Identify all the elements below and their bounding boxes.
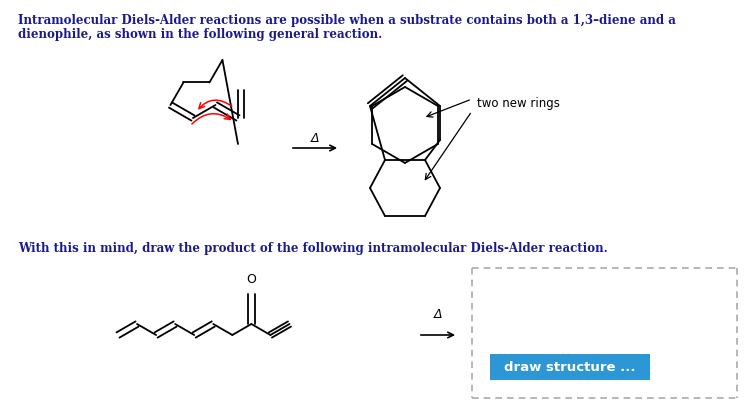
FancyBboxPatch shape [490, 354, 650, 380]
Text: draw structure ...: draw structure ... [504, 360, 636, 374]
Text: Δ: Δ [311, 132, 319, 145]
Text: With this in mind, draw the product of the following intramolecular Diels-Alder : With this in mind, draw the product of t… [18, 242, 608, 255]
Text: dienophile, as shown in the following general reaction.: dienophile, as shown in the following ge… [18, 28, 382, 41]
Text: Intramolecular Diels-Alder reactions are possible when a substrate contains both: Intramolecular Diels-Alder reactions are… [18, 14, 676, 27]
Text: two new rings: two new rings [477, 97, 560, 109]
Text: Δ: Δ [434, 308, 442, 321]
Text: O: O [246, 273, 256, 286]
